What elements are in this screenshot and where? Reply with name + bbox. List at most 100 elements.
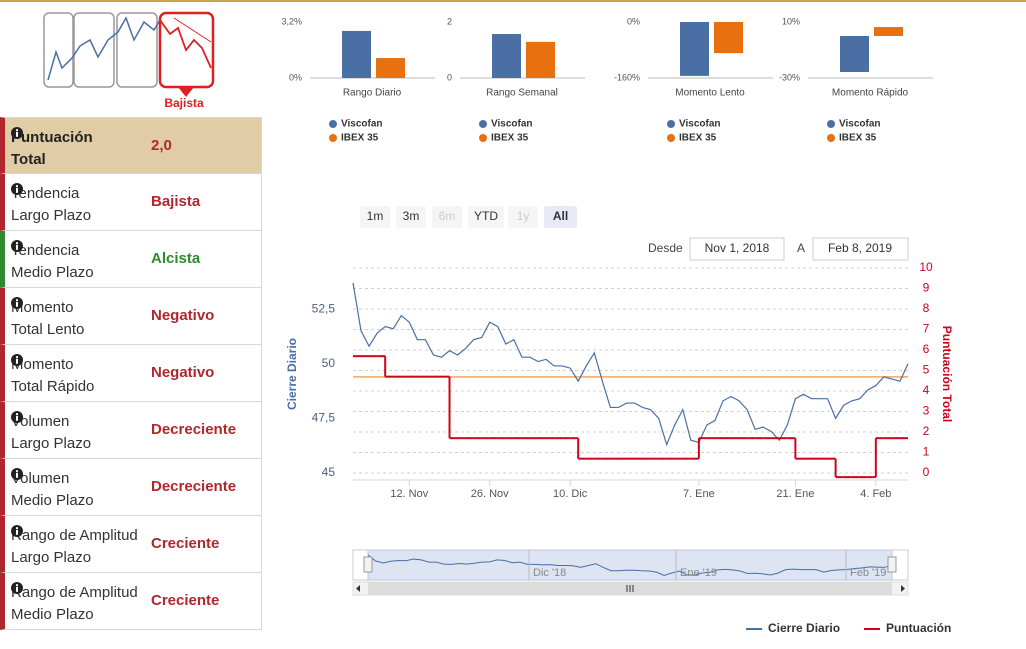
date-from-value: Nov 1, 2018 [705, 241, 770, 255]
y2-tick-label: 8 [923, 301, 930, 315]
legend-label: Viscofan [341, 119, 383, 130]
score-value: Negativo [151, 364, 215, 381]
label-line: Total Rápido [11, 378, 95, 395]
legend-label: IBEX 35 [341, 133, 379, 144]
navigator-label: Dic '18 [533, 567, 566, 579]
y2-tick-label: 6 [923, 342, 930, 356]
y-tick-label: 2 [447, 16, 452, 26]
legend-label: Viscofan [491, 119, 533, 130]
bar [526, 41, 555, 78]
y2-axis-title: Puntuación Total [940, 326, 954, 422]
score-value: Alcista [151, 250, 201, 267]
label-line: Momento [11, 299, 74, 316]
x-tick-label: 7. Ene [683, 488, 715, 500]
bar [680, 22, 709, 76]
score-row: Momento Total Lento Negativo [0, 288, 262, 345]
label-line: Momento [11, 356, 74, 373]
navigator-range[interactable] [367, 549, 893, 581]
trend-label: Bajista [164, 96, 204, 110]
y2-tick-label: 1 [923, 445, 930, 459]
legend-marker [667, 134, 675, 142]
range-button[interactable] [544, 206, 577, 228]
x-tick-label: 4. Feb [860, 488, 891, 500]
y-tick-label: 45 [322, 465, 336, 479]
y-tick-label: 0% [289, 72, 302, 82]
score-label: Volumen Medio Plazo [11, 468, 98, 512]
score-value: Bajista [151, 193, 201, 210]
label-line: Medio Plazo [11, 264, 94, 281]
navigator-handle[interactable] [363, 556, 373, 573]
score-row: Puntuación Total 2,0 [0, 117, 262, 174]
bar [840, 36, 869, 72]
legend-marker [479, 120, 487, 128]
score-value: Creciente [151, 535, 220, 552]
navigator-handle[interactable] [887, 556, 897, 573]
score-label: Puntuación Total [11, 127, 93, 171]
scrollbar-arrow-right[interactable] [901, 585, 905, 592]
label-line: Largo Plazo [11, 435, 92, 452]
y-tick-label: 47,5 [312, 411, 336, 425]
legend-marker [827, 120, 835, 128]
label-line: Volumen [11, 470, 70, 487]
x-tick-label: 10. Dic [553, 488, 588, 500]
x-tick-label: 21. Ene [776, 488, 814, 500]
label-line: Tendencia [11, 185, 80, 202]
scrollbar-arrow-left[interactable] [356, 585, 360, 592]
category-label: Momento Rápido [832, 88, 909, 99]
date-to-input[interactable] [812, 237, 909, 261]
y2-tick-label: 4 [923, 383, 930, 397]
range-button [508, 206, 538, 228]
navigator-label: Ene '19 [680, 567, 717, 579]
label-line: Total [11, 151, 46, 168]
range-button[interactable] [468, 206, 504, 228]
score-label: Rango de Amplitud Largo Plazo [11, 525, 138, 569]
score-label: Volumen Largo Plazo [11, 411, 95, 455]
label-line: Volumen [11, 413, 70, 430]
date-from-input[interactable] [689, 237, 785, 261]
scrollbar-grip [626, 585, 634, 592]
y-tick-label: -160% [614, 72, 640, 82]
bar [874, 27, 903, 36]
y2-tick-label: 5 [923, 363, 930, 377]
score-label: Tendencia Medio Plazo [11, 240, 98, 284]
label-line: Medio Plazo [11, 606, 94, 623]
score-value: 2,0 [151, 137, 172, 154]
price-line [352, 282, 909, 447]
date-from-label: Desde [648, 241, 683, 255]
label-line: Puntuación [11, 129, 93, 146]
score-value: Decreciente [151, 478, 237, 495]
range-button[interactable] [360, 206, 390, 228]
y-tick-label: 3,2% [281, 16, 302, 26]
score-label: Rango de Amplitud Medio Plazo [11, 582, 138, 626]
score-row: Volumen Largo Plazo Decreciente [0, 402, 262, 459]
score-row: Momento Total Rápido Negativo [0, 345, 262, 402]
y-tick-label: 10% [782, 16, 800, 26]
legend-label: Cierre Diario [768, 621, 840, 635]
y-axis-title: Cierre Diario [285, 338, 299, 410]
legend-marker [827, 134, 835, 142]
range-button[interactable] [396, 206, 426, 228]
x-tick-label: 26. Nov [471, 488, 509, 500]
label-line: Largo Plazo [11, 207, 92, 224]
y2-tick-label: 10 [919, 260, 933, 274]
x-tick-label: 12. Nov [390, 488, 428, 500]
navigator-line [367, 554, 893, 577]
legend-label: Viscofan [679, 119, 721, 130]
range-button [432, 206, 462, 228]
bar [376, 58, 405, 78]
legend-label: Viscofan [839, 119, 881, 130]
bar [342, 30, 371, 78]
label-line: Total Lento [11, 321, 85, 338]
y2-tick-label: 7 [923, 322, 930, 336]
score-row: Rango de Amplitud Largo Plazo Creciente [0, 516, 262, 573]
score-row: Volumen Medio Plazo Decreciente [0, 459, 262, 516]
score-row: Rango de Amplitud Medio Plazo Creciente [0, 573, 262, 630]
legend-marker [479, 134, 487, 142]
legend-marker [329, 120, 337, 128]
y2-tick-label: 9 [923, 281, 930, 295]
y-tick-label: 50 [322, 356, 336, 370]
score-value: Decreciente [151, 421, 237, 438]
label-line: Tendencia [11, 242, 80, 259]
